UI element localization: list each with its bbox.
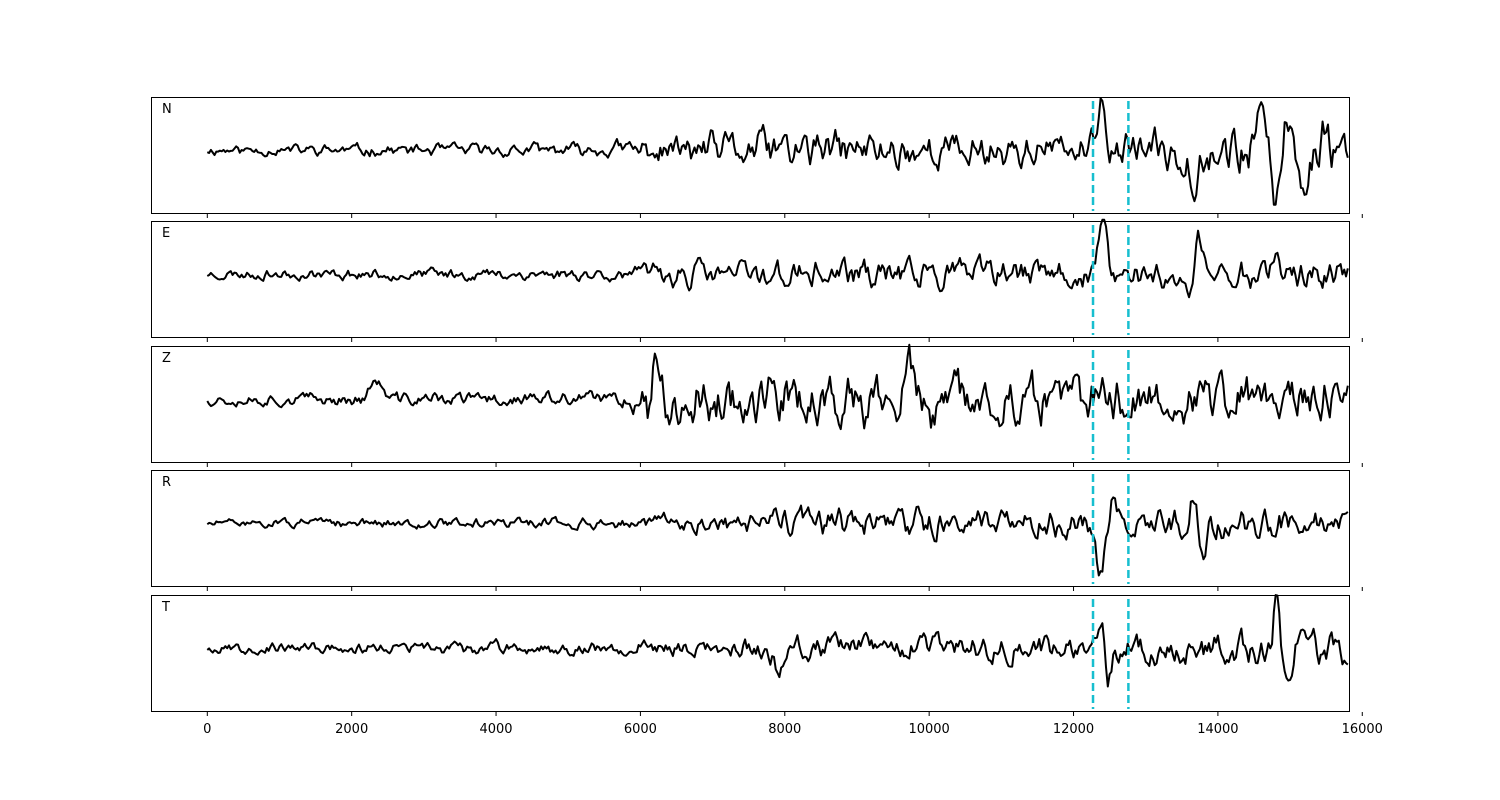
panel-label: T bbox=[161, 600, 170, 615]
panel-frame bbox=[151, 221, 1350, 338]
panel-frame bbox=[151, 470, 1350, 587]
waveform-trace bbox=[206, 97, 1349, 206]
x-tick-label: 2000 bbox=[335, 722, 368, 737]
x-tick-label: 14000 bbox=[1197, 722, 1238, 737]
panel-label: R bbox=[162, 475, 171, 490]
x-tick-label: 16000 bbox=[1342, 722, 1383, 737]
waveform-trace bbox=[206, 496, 1349, 577]
waveform-trace bbox=[206, 218, 1349, 299]
panel-e: E bbox=[151, 218, 1363, 342]
x-tick-label: 8000 bbox=[768, 722, 801, 737]
x-tick-label: 6000 bbox=[624, 722, 657, 737]
panel-stack: N E Z R T bbox=[151, 97, 1363, 716]
panel-frame bbox=[151, 97, 1350, 214]
x-tick-label: 12000 bbox=[1053, 722, 1094, 737]
waveform-trace bbox=[206, 343, 1349, 431]
panel-frame bbox=[151, 595, 1350, 712]
panel-frame bbox=[151, 346, 1350, 463]
x-tick-label: 10000 bbox=[908, 722, 949, 737]
waveform-trace bbox=[206, 594, 1349, 688]
panel-n: N bbox=[151, 97, 1363, 218]
panel-label: N bbox=[162, 102, 172, 117]
panel-z: Z bbox=[151, 343, 1363, 467]
x-axis: 0 2000 4000 6000 8000 10000 12000 14000 16000 bbox=[203, 722, 1383, 737]
panel-r: R bbox=[151, 470, 1363, 591]
panel-label: Z bbox=[162, 351, 171, 366]
panel-label: E bbox=[162, 226, 170, 241]
panel-t: T bbox=[151, 594, 1363, 716]
x-tick-label: 4000 bbox=[479, 722, 512, 737]
x-tick-label: 0 bbox=[203, 722, 211, 737]
